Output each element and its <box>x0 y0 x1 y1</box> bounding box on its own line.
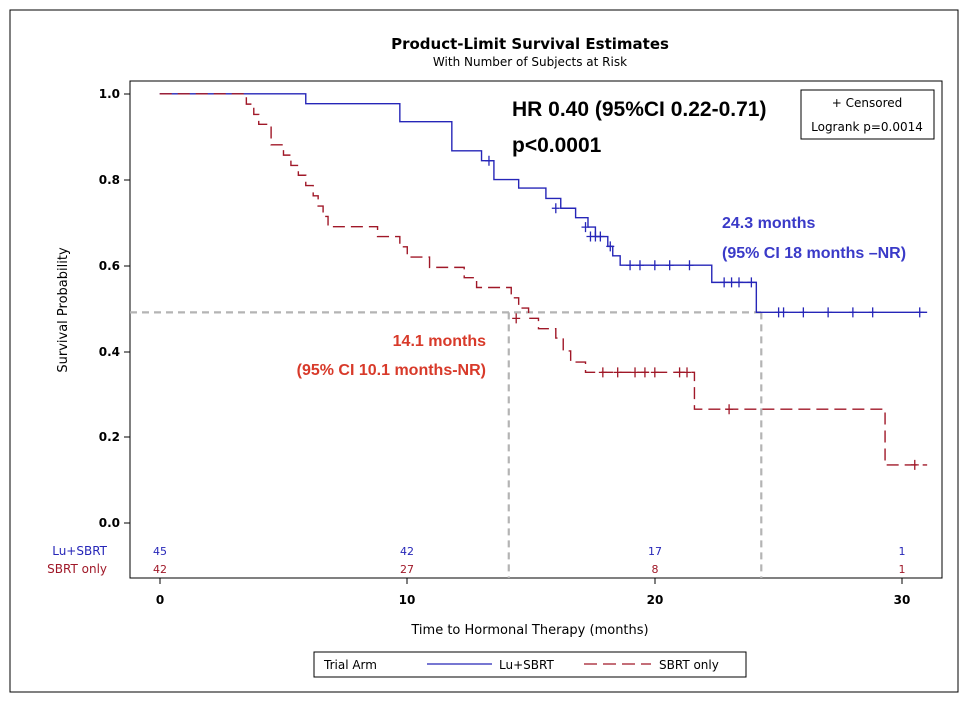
censor-mark-lu-sbrt <box>635 260 644 271</box>
risk-table: Lu+SBRT SBRT only 45 42 17 1 42 27 8 1 <box>47 544 905 576</box>
y-tick-label: 0.4 <box>99 345 120 359</box>
logrank-p: Logrank p=0.0014 <box>811 120 923 134</box>
hazard-ratio-text: HR 0.40 (95%CI 0.22-0.71) <box>512 98 766 121</box>
censor-mark-lu-sbrt <box>747 277 756 288</box>
censor-mark-lu-sbrt <box>665 260 674 271</box>
censor-mark-lu-sbrt <box>720 277 729 288</box>
censor-mark-sbrt-only <box>725 404 734 415</box>
survival-curves <box>159 93 928 466</box>
legend-title: Trial Arm <box>323 658 377 672</box>
y-axis-label: Survival Probability <box>56 247 71 373</box>
x-axis-label: Time to Hormonal Therapy (months) <box>410 623 648 638</box>
censor-mark-lu-sbrt <box>868 307 877 318</box>
risk-count: 17 <box>648 545 662 558</box>
y-axis: 1.0 0.8 0.6 0.4 0.2 0.0 Survival Probabi… <box>56 87 130 530</box>
censor-mark-lu-sbrt <box>915 307 924 318</box>
chart-subtitle: With Number of Subjects at Risk <box>433 55 627 69</box>
risk-count: 45 <box>153 545 167 558</box>
risk-count: 8 <box>652 563 659 576</box>
x-tick-label: 30 <box>894 593 911 607</box>
risk-count: 42 <box>400 545 414 558</box>
median-guides <box>130 311 763 578</box>
censor-mark-sbrt-only <box>640 367 649 378</box>
chart-title: Product-Limit Survival Estimates <box>391 35 669 53</box>
sbrt-median-ci-text: (95% CI 10.1 months-NR) <box>297 362 486 379</box>
x-tick-label: 20 <box>647 593 664 607</box>
censor-mark-sbrt-only <box>675 367 684 378</box>
risk-row-label-lu: Lu+SBRT <box>52 544 107 558</box>
censored-note: + Censored <box>832 96 903 110</box>
censor-mark-lu-sbrt <box>799 307 808 318</box>
survival-curve-lu-sbrt <box>159 93 928 314</box>
censor-mark-lu-sbrt <box>606 241 615 252</box>
censor-mark-lu-sbrt <box>650 260 659 271</box>
censor-mark-lu-sbrt <box>685 260 694 271</box>
survival-curve-sbrt-only <box>159 93 928 466</box>
legend-box <box>313 651 747 678</box>
censor-mark-lu-sbrt <box>848 307 857 318</box>
risk-count: 27 <box>400 563 414 576</box>
legend-label-lu: Lu+SBRT <box>499 658 554 672</box>
risk-row-label-sbrt: SBRT only <box>47 562 107 576</box>
logrank-inset: + Censored Logrank p=0.0014 <box>800 89 935 140</box>
legend-label-sbrt: SBRT only <box>659 658 719 672</box>
sbrt-median-text: 14.1 months <box>393 333 486 350</box>
y-tick-label: 0.0 <box>99 516 120 530</box>
censor-mark-lu-sbrt <box>596 231 605 242</box>
lu-median-ci-text: (95% CI 18 months –NR) <box>722 245 906 262</box>
censor-mark-sbrt-only <box>631 367 640 378</box>
risk-count: 1 <box>899 563 906 576</box>
risk-count: 1 <box>899 545 906 558</box>
y-tick-label: 0.6 <box>99 259 120 273</box>
censor-mark-sbrt-only <box>683 367 692 378</box>
censor-mark-sbrt-only <box>512 313 521 324</box>
censor-mark-lu-sbrt <box>626 260 635 271</box>
y-tick-label: 0.8 <box>99 173 120 187</box>
censor-mark-sbrt-only <box>650 367 659 378</box>
y-tick-label: 1.0 <box>99 87 120 101</box>
x-tick-label: 10 <box>399 593 416 607</box>
lu-median-text: 24.3 months <box>722 215 815 232</box>
censor-mark-lu-sbrt <box>551 203 560 214</box>
censor-mark-lu-sbrt <box>779 307 788 318</box>
y-tick-label: 0.2 <box>99 430 120 444</box>
censor-mark-sbrt-only <box>613 367 622 378</box>
censor-mark-lu-sbrt <box>727 277 736 288</box>
x-axis: 0 10 20 30 Time to Hormonal Therapy (mon… <box>156 578 911 638</box>
censor-mark-lu-sbrt <box>735 277 743 288</box>
censor-mark-sbrt-only <box>910 459 919 470</box>
p-value-text: p<0.0001 <box>512 134 602 157</box>
inset-box <box>800 89 935 140</box>
x-tick-label: 0 <box>156 593 164 607</box>
censor-marks <box>484 155 924 470</box>
legend: Trial Arm Lu+SBRT SBRT only <box>313 651 747 678</box>
censor-mark-sbrt-only <box>598 367 607 378</box>
censor-mark-lu-sbrt <box>484 155 493 166</box>
risk-count: 42 <box>153 563 167 576</box>
censor-mark-lu-sbrt <box>581 222 590 233</box>
plot-area <box>129 80 943 579</box>
censor-mark-lu-sbrt <box>824 307 833 318</box>
